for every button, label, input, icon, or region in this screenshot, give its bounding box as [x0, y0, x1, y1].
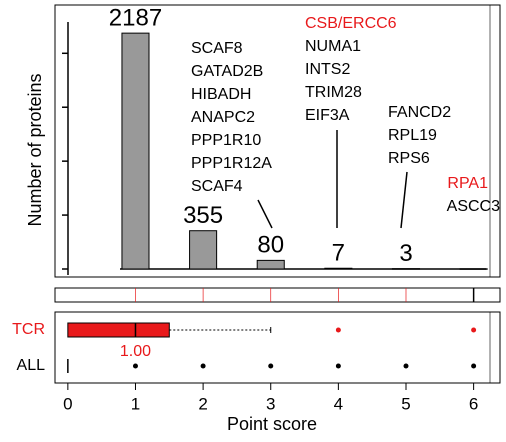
bar: [121, 32, 150, 270]
right-strip: [489, 4, 501, 278]
median-label: 1.00: [120, 343, 151, 360]
bar: [189, 230, 218, 270]
connector: [257, 199, 273, 229]
value-label: 80: [257, 232, 284, 259]
gene-label: SCAF4: [191, 178, 243, 195]
gene-label: ASCC3: [447, 198, 500, 215]
gene-label: CSB/ERCC6: [305, 15, 397, 32]
gene-label: ANAPC2: [191, 109, 255, 126]
gene-label: FANCD2: [388, 104, 451, 121]
outlier: [471, 327, 477, 333]
x-tick-label: 0: [63, 394, 72, 413]
gene-label: PPP1R10: [191, 132, 261, 149]
value-label: 2187: [109, 4, 162, 31]
value-label: 3: [399, 240, 412, 267]
x-tick-label: 4: [334, 394, 343, 413]
x-tick-label: 6: [469, 394, 478, 413]
score-strip: [54, 287, 501, 303]
outlier: [335, 327, 341, 333]
gene-label: HIBADH: [191, 86, 251, 103]
x-tick-label: 2: [198, 394, 207, 413]
gene-label: GATAD2B: [191, 63, 263, 80]
outlier: [471, 363, 477, 369]
outlier: [403, 363, 409, 369]
value-label: 355: [183, 202, 223, 229]
gene-label: RPS6: [388, 150, 430, 167]
bar: [324, 267, 353, 270]
x-tick-label: 1: [131, 394, 140, 413]
bar: [459, 268, 488, 270]
x-axis-label: Point score: [227, 414, 317, 434]
gene-label: TRIM28: [305, 84, 362, 101]
box: [67, 322, 170, 338]
bar: [256, 259, 285, 270]
outlier: [268, 363, 274, 369]
x-tick-label: 5: [401, 394, 410, 413]
row-label: TCR: [12, 321, 45, 338]
row-label: ALL: [17, 357, 46, 374]
x-tick-label: 3: [266, 394, 275, 413]
outlier: [200, 363, 206, 369]
gene-label: SCAF8: [191, 40, 243, 57]
gene-label: NUMA1: [305, 38, 361, 55]
gene-label: EIF3A: [305, 107, 350, 124]
y-axis-label: Number of proteins: [25, 73, 45, 226]
outlier: [335, 363, 341, 369]
value-label: 7: [332, 240, 345, 267]
gene-label: INTS2: [305, 61, 350, 78]
gene-label: PPP1R12A: [191, 155, 272, 172]
bar: [391, 268, 421, 270]
gene-label: RPA1: [447, 175, 488, 192]
right-strip: [489, 311, 501, 384]
outlier: [132, 363, 138, 369]
gene-label: RPL19: [388, 127, 437, 144]
connector: [400, 171, 408, 229]
